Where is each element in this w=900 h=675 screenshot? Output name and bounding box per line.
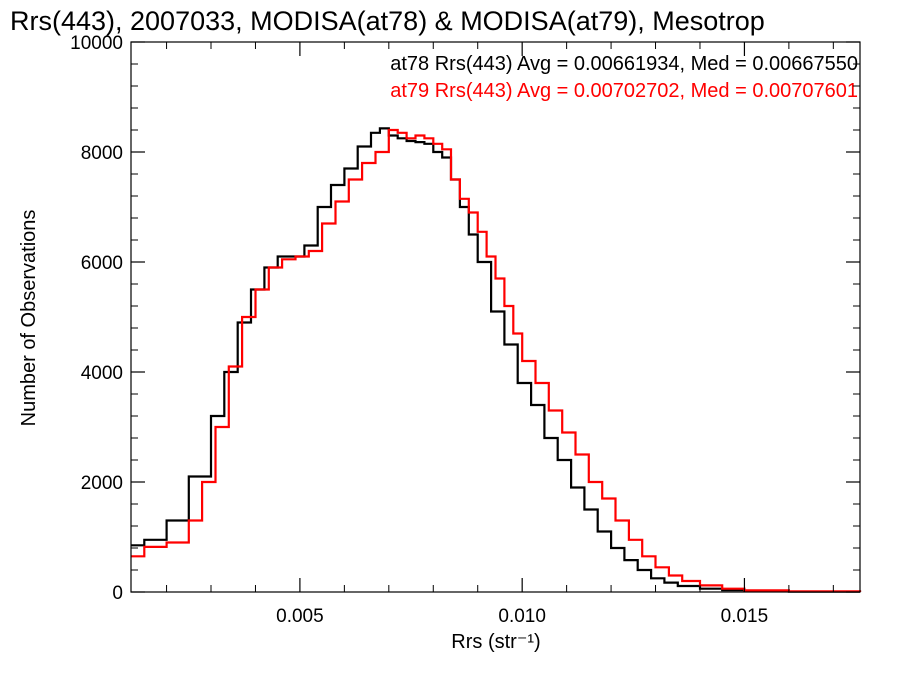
series-line-0 bbox=[131, 127, 862, 593]
x-tick-label: 0.010 bbox=[498, 606, 546, 627]
y-tick-label: 4000 bbox=[81, 363, 123, 384]
y-axis-label: Number of Observations bbox=[18, 210, 40, 427]
annotation-at78: at78 Rrs(443) Avg = 0.00661934, Med = 0.… bbox=[390, 53, 858, 75]
series-layer bbox=[131, 127, 862, 593]
y-tick-label: 8000 bbox=[81, 143, 123, 164]
annotation-at79: at79 Rrs(443) Avg = 0.00702702, Med = 0.… bbox=[390, 80, 858, 102]
y-tick-label: 6000 bbox=[81, 253, 123, 274]
axes: 0 2000 4000 6000 8000 10000 0.005 0.010 0.015 bbox=[70, 33, 861, 627]
chart-title: Rrs(443), 2007033, MODISA(at78) & MODISA… bbox=[10, 6, 765, 36]
x-axis-label: Rrs (str⁻¹) bbox=[451, 631, 540, 653]
plot-frame bbox=[130, 41, 861, 593]
series-line-1 bbox=[131, 128, 862, 593]
x-tick-label: 0.015 bbox=[721, 606, 769, 627]
y-tick-label: 10000 bbox=[70, 33, 123, 54]
y-tick-label: 0 bbox=[112, 583, 123, 604]
y-tick-label: 2000 bbox=[81, 473, 123, 494]
x-tick-label: 0.005 bbox=[276, 606, 324, 627]
